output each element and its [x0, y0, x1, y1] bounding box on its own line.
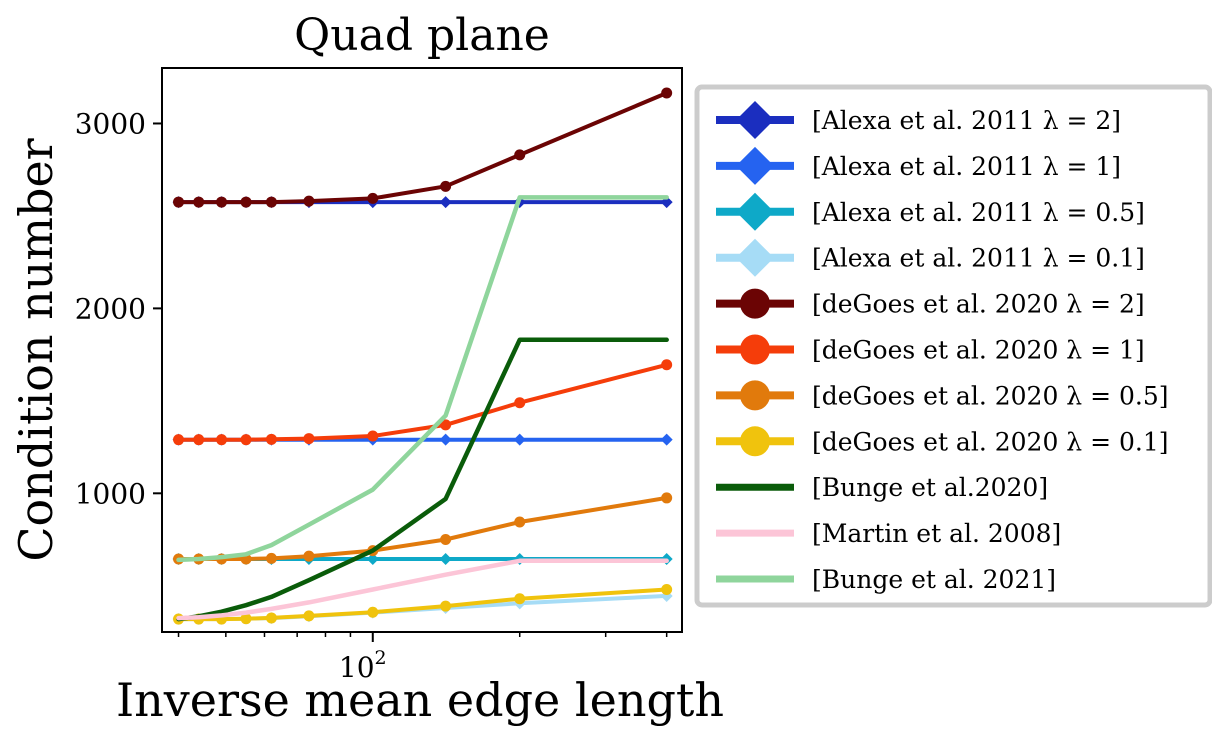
legend-label-4: [deGoes et al. 2020 λ = 2] [812, 290, 1145, 319]
legend-label-9: [Martin et al. 2008] [812, 519, 1061, 548]
series-4 [173, 87, 673, 208]
x-tick-label-0: 102 [339, 647, 387, 684]
series-4-point-9 [661, 87, 673, 99]
legend-entry-2: [Alexa et al. 2011 λ = 0.5] [716, 192, 1145, 231]
chart-title: Quad plane [294, 10, 550, 61]
series-5-point-6 [367, 430, 379, 442]
legend-marker-3 [736, 238, 774, 277]
legend-marker-5 [740, 334, 770, 365]
series-5-point-4 [265, 433, 277, 445]
series-5-point-9 [661, 359, 673, 371]
series-5-point-5 [303, 433, 315, 445]
series-5-point-1 [193, 434, 205, 446]
series-6-point-8 [514, 516, 526, 528]
legend-marker-4 [740, 288, 770, 319]
axes: 1000 2000 3000 102 [75, 67, 683, 684]
series-2-point-6 [366, 552, 379, 565]
series-9-line [176, 558, 669, 621]
series-7-point-6 [367, 606, 379, 618]
legend-entry-7: [deGoes et al. 2020 λ = 0.1] [716, 426, 1169, 457]
series-6-point-7 [440, 534, 452, 546]
legend-entry-0: [Alexa et al. 2011 λ = 2] [716, 101, 1121, 139]
y-tick-label-1: 2000 [75, 292, 146, 325]
legend-entry-9: [Martin et al. 2008] [716, 519, 1061, 548]
plot-frame [161, 67, 683, 633]
series-7-point-5 [303, 610, 315, 622]
series-5-line [176, 362, 669, 442]
series-7-point-8 [514, 593, 526, 605]
series-4-point-8 [514, 149, 526, 161]
legend-marker-0 [736, 101, 774, 139]
series-6-point-5 [303, 550, 315, 562]
legend: [Alexa et al. 2011 λ = 2] [Alexa et al. 2… [694, 84, 1212, 608]
series-5-point-3 [240, 434, 252, 446]
y-axis-label: Condition number [9, 138, 63, 561]
legend-entry-3: [Alexa et al. 2011 λ = 0.1] [716, 238, 1145, 277]
legend-marker-1 [736, 146, 774, 185]
series-4-point-4 [265, 196, 277, 208]
legend-entry-6: [deGoes et al. 2020 λ = 0.5] [716, 380, 1169, 411]
series-5 [173, 359, 673, 446]
series-4-point-0 [173, 196, 185, 208]
plot-series-group [172, 87, 673, 626]
legend-label-0: [Alexa et al. 2011 λ = 2] [812, 106, 1121, 135]
legend-entry-1: [Alexa et al. 2011 λ = 1] [716, 146, 1121, 185]
series-8 [176, 337, 669, 622]
legend-entry-10: [Bunge et al. 2021] [716, 565, 1056, 594]
legend-entry-8: [Bunge et al.2020] [716, 473, 1048, 502]
series-7-point-3 [240, 613, 252, 625]
series-4-point-2 [216, 196, 228, 208]
legend-box [694, 84, 1212, 608]
y-tick-label-2: 3000 [75, 107, 146, 140]
series-7-line [176, 587, 669, 622]
legend-marker-7 [740, 426, 770, 457]
series-5-point-0 [173, 434, 185, 446]
legend-label-6: [deGoes et al. 2020 λ = 0.5] [812, 381, 1169, 410]
legend-label-2: [Alexa et al. 2011 λ = 0.5] [812, 198, 1145, 227]
series-2-point-7 [439, 552, 452, 565]
series-1-point-9 [660, 433, 673, 446]
legend-label-3: [Alexa et al. 2011 λ = 0.1] [812, 244, 1145, 273]
series-0-point-7 [439, 196, 452, 209]
legend-label-7: [deGoes et al. 2020 λ = 0.1] [812, 427, 1169, 456]
series-1-point-7 [439, 433, 452, 446]
series-1-point-8 [513, 433, 526, 446]
series-6-point-4 [265, 552, 277, 564]
series-4-point-6 [367, 192, 379, 204]
series-9 [176, 558, 669, 621]
legend-label-8: [Bunge et al.2020] [812, 473, 1048, 502]
series-7-point-7 [440, 600, 452, 612]
series-6-point-9 [661, 492, 673, 504]
legend-marker-6 [740, 380, 770, 411]
series-10 [176, 195, 669, 563]
legend-entry-4: [deGoes et al. 2020 λ = 2] [716, 288, 1145, 319]
y-tick-label-0: 1000 [75, 477, 146, 510]
x-axis-label: Inverse mean edge length [116, 673, 724, 727]
legend-label-10: [Bunge et al. 2021] [812, 565, 1056, 594]
series-7-point-9 [661, 583, 673, 595]
series-5-point-2 [216, 434, 228, 446]
series-4-point-5 [303, 195, 315, 207]
labels: Quad plane Inverse mean edge length Condit… [9, 10, 724, 727]
legend-marker-2 [736, 192, 774, 231]
series-4-point-3 [240, 196, 252, 208]
series-4-point-7 [440, 180, 452, 192]
series-8-line [176, 337, 669, 622]
series-4-line [176, 91, 669, 205]
series-5-point-8 [514, 397, 526, 409]
series-7-point-4 [265, 612, 277, 624]
plot-area [172, 87, 673, 626]
series-4-point-1 [193, 196, 205, 208]
legend-label-5: [deGoes et al. 2020 λ = 1] [812, 336, 1145, 365]
series-10-line [176, 195, 669, 563]
legend-label-1: [Alexa et al. 2011 λ = 1] [812, 152, 1121, 181]
series-5-point-7 [440, 419, 452, 431]
legend-entry-5: [deGoes et al. 2020 λ = 1] [716, 334, 1145, 365]
